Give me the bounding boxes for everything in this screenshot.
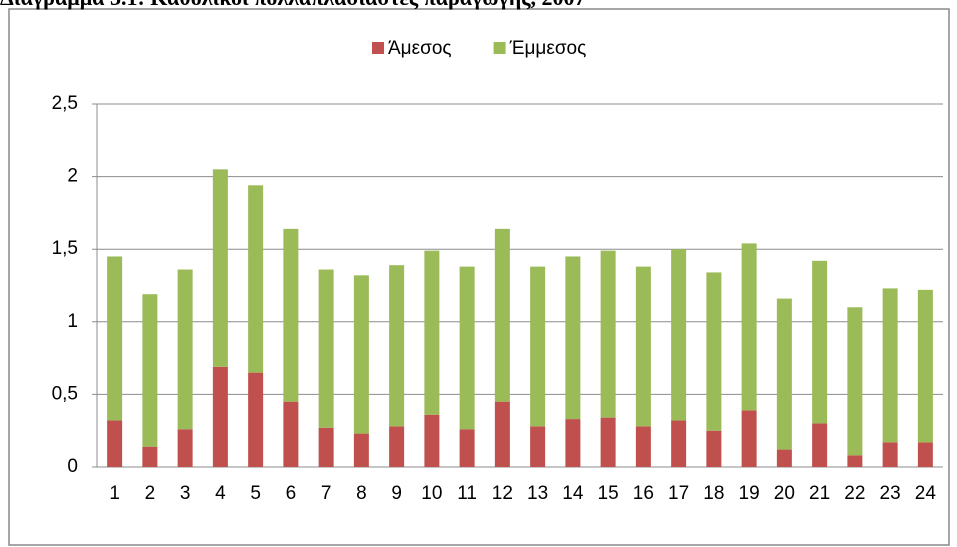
legend-swatch — [493, 42, 506, 54]
bar-segment — [424, 250, 440, 415]
bar-segment — [459, 266, 475, 430]
x-tick-label: 9 — [391, 483, 402, 504]
bar-segment — [389, 426, 405, 467]
x-tick-label: 24 — [915, 483, 937, 504]
bar-segment — [812, 260, 828, 424]
bar-segment — [353, 433, 369, 467]
bar-segment — [882, 288, 898, 443]
bar-segment — [847, 307, 863, 456]
x-tick-label: 3 — [180, 483, 191, 504]
bar-segment — [635, 266, 651, 427]
bar-segment — [283, 401, 299, 467]
bar-segment — [776, 298, 792, 450]
x-tick-label: 2 — [145, 483, 156, 504]
x-tick-label: 1 — [109, 483, 120, 504]
x-tick-label: 14 — [562, 483, 584, 504]
bar-segment — [142, 446, 158, 467]
bar-segment — [565, 256, 581, 420]
x-tick-label: 7 — [321, 483, 332, 504]
x-tick-label: 21 — [809, 483, 830, 504]
bar-segment — [741, 243, 757, 411]
y-tick-label: 1,5 — [52, 238, 78, 259]
bar-segment — [847, 455, 863, 467]
y-tick-label: 2 — [67, 166, 78, 187]
x-tick-label: 20 — [774, 483, 795, 504]
bar-segment — [283, 228, 299, 402]
x-tick-label: 5 — [250, 483, 261, 504]
bar-segment — [318, 269, 334, 428]
bar-segment — [600, 250, 616, 418]
x-tick-label: 19 — [739, 483, 760, 504]
x-tick-label: 23 — [880, 483, 901, 504]
bar-segment — [494, 228, 510, 402]
bar-segment — [353, 275, 369, 434]
chart-title: Διάγραμμα 3.1: Καθολικοί πολλαπλασιαστές… — [0, 0, 586, 10]
bar-segment — [917, 289, 933, 443]
bar-segment — [248, 185, 264, 373]
x-tick-label: 17 — [668, 483, 689, 504]
x-tick-label: 15 — [598, 483, 619, 504]
bar-segment — [107, 420, 123, 467]
y-tick-label: 2,5 — [52, 93, 78, 114]
bar-segment — [459, 429, 475, 467]
legend-label: Άμεσος — [388, 38, 452, 59]
x-tick-label: 12 — [492, 483, 513, 504]
bar-segment — [565, 419, 581, 467]
bar-segment — [741, 410, 757, 467]
bar-segment — [248, 372, 264, 467]
bar-segment — [107, 256, 123, 421]
bar-segment — [812, 423, 828, 467]
bar-segment — [530, 426, 546, 467]
bar-segment — [600, 417, 616, 467]
bar-segment — [671, 249, 687, 421]
bar-segment — [177, 269, 193, 430]
x-tick-label: 11 — [457, 483, 477, 504]
bar-segment — [142, 294, 158, 447]
bar-segment — [635, 426, 651, 467]
legend-label: Έμμεσος — [509, 38, 587, 59]
chart-frame — [8, 8, 950, 546]
y-tick-label: 0,5 — [52, 383, 78, 404]
bar-segment — [424, 414, 440, 467]
x-tick-label: 13 — [527, 483, 548, 504]
bar-segment — [530, 266, 546, 427]
bar-segment — [706, 272, 722, 431]
bar-segment — [882, 442, 898, 467]
y-tick-label: 1 — [67, 311, 78, 332]
y-tick-label: 0 — [67, 456, 78, 477]
bar-segment — [706, 430, 722, 467]
bar-segment — [917, 442, 933, 467]
x-tick-label: 10 — [421, 483, 442, 504]
bar-segment — [776, 449, 792, 467]
bar-segment — [494, 401, 510, 467]
x-tick-label: 8 — [356, 483, 367, 504]
bar-segment — [389, 265, 405, 427]
bar-segment — [671, 420, 687, 467]
x-tick-label: 6 — [286, 483, 297, 504]
legend-swatch — [372, 42, 384, 54]
x-tick-label: 18 — [703, 483, 724, 504]
bar-segment — [212, 366, 228, 467]
bar-segment — [177, 429, 193, 467]
x-tick-label: 16 — [633, 483, 654, 504]
bar-segment — [318, 427, 334, 467]
x-tick-label: 4 — [215, 483, 226, 504]
bar-segment — [212, 169, 228, 367]
x-tick-label: 22 — [844, 483, 865, 504]
